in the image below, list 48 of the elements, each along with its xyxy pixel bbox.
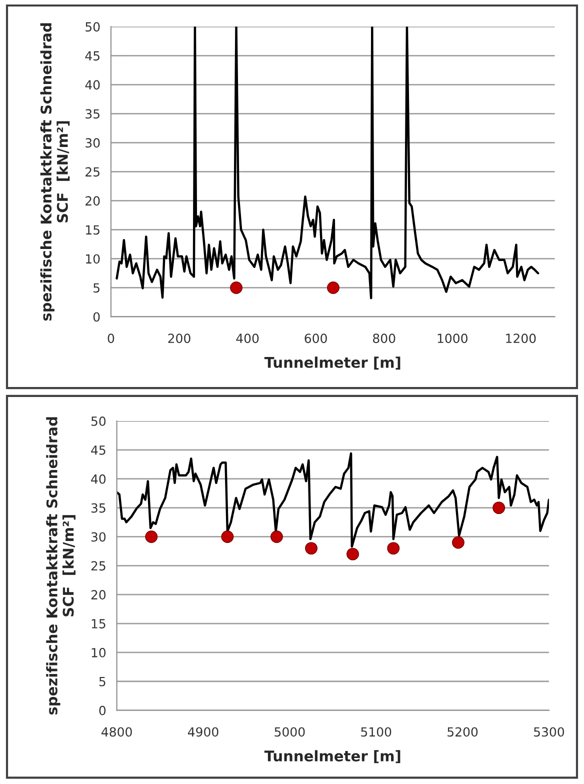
y-tick-label: 50 bbox=[91, 416, 106, 426]
y-tick-label: 5 bbox=[99, 677, 106, 686]
y-tick-label: 20 bbox=[86, 196, 100, 206]
y-tick-label: 50 bbox=[86, 22, 100, 32]
y-tick-label: 0 bbox=[93, 312, 100, 322]
x-tick-label: 200 bbox=[168, 334, 190, 344]
y-tick-label: 45 bbox=[85, 51, 100, 61]
y-tick-label: 20 bbox=[91, 590, 106, 600]
x-tick-label: 800 bbox=[373, 334, 396, 344]
y-tick-label: 30 bbox=[91, 532, 106, 542]
point bbox=[305, 542, 318, 555]
point bbox=[452, 536, 464, 549]
y-tick-label: 35 bbox=[86, 109, 100, 119]
point bbox=[221, 530, 234, 543]
x-tick-label: 0 bbox=[108, 334, 114, 344]
x-tick-label: 5300 bbox=[534, 727, 564, 737]
x-tick-label: 1200 bbox=[506, 334, 536, 344]
x-tick-label: 400 bbox=[236, 334, 259, 344]
x-tick-label: 5000 bbox=[274, 727, 305, 737]
y-tick-label: 40 bbox=[91, 474, 106, 484]
y-tick-label: 40 bbox=[85, 80, 100, 90]
y-tick-label: 45 bbox=[91, 446, 106, 455]
y-tick-label: 25 bbox=[86, 167, 100, 177]
y-axis-title: spezifische Kontaktkraft Schneidrad SCF [kN/m²] bbox=[46, 417, 76, 715]
y-tick-label: 35 bbox=[91, 503, 106, 513]
y-axis-title: spezifische Kontaktkraft Schneidrad SCF [kN/m²] bbox=[40, 23, 70, 321]
y-tick-label: 15 bbox=[92, 619, 106, 628]
point bbox=[492, 502, 506, 514]
y-tick-label: 10 bbox=[92, 648, 106, 658]
x-tick-label: 4800 bbox=[102, 727, 132, 737]
y-tick-label: 10 bbox=[86, 254, 100, 264]
point bbox=[346, 548, 359, 560]
x-axis-title: Tunnelmeter [m] bbox=[264, 356, 400, 370]
point bbox=[145, 530, 158, 543]
line-series bbox=[116, 26, 540, 300]
x-tick-label: 1000 bbox=[438, 334, 468, 344]
y-tick-label: 25 bbox=[91, 561, 106, 571]
x-tick-label: 5200 bbox=[448, 727, 478, 737]
y-tick-label: 5 bbox=[94, 283, 100, 293]
x-axis-title: Tunnelmeter [m] bbox=[264, 750, 400, 764]
x-tick-label: 600 bbox=[304, 334, 327, 344]
y-tick-label: 0 bbox=[99, 706, 106, 716]
point bbox=[387, 542, 400, 555]
x-tick-label: 5100 bbox=[361, 727, 392, 737]
point bbox=[270, 530, 283, 543]
x-tick-label: 4900 bbox=[188, 727, 218, 737]
y-tick-label: 30 bbox=[86, 138, 100, 148]
y-tick-label: 15 bbox=[86, 225, 100, 235]
